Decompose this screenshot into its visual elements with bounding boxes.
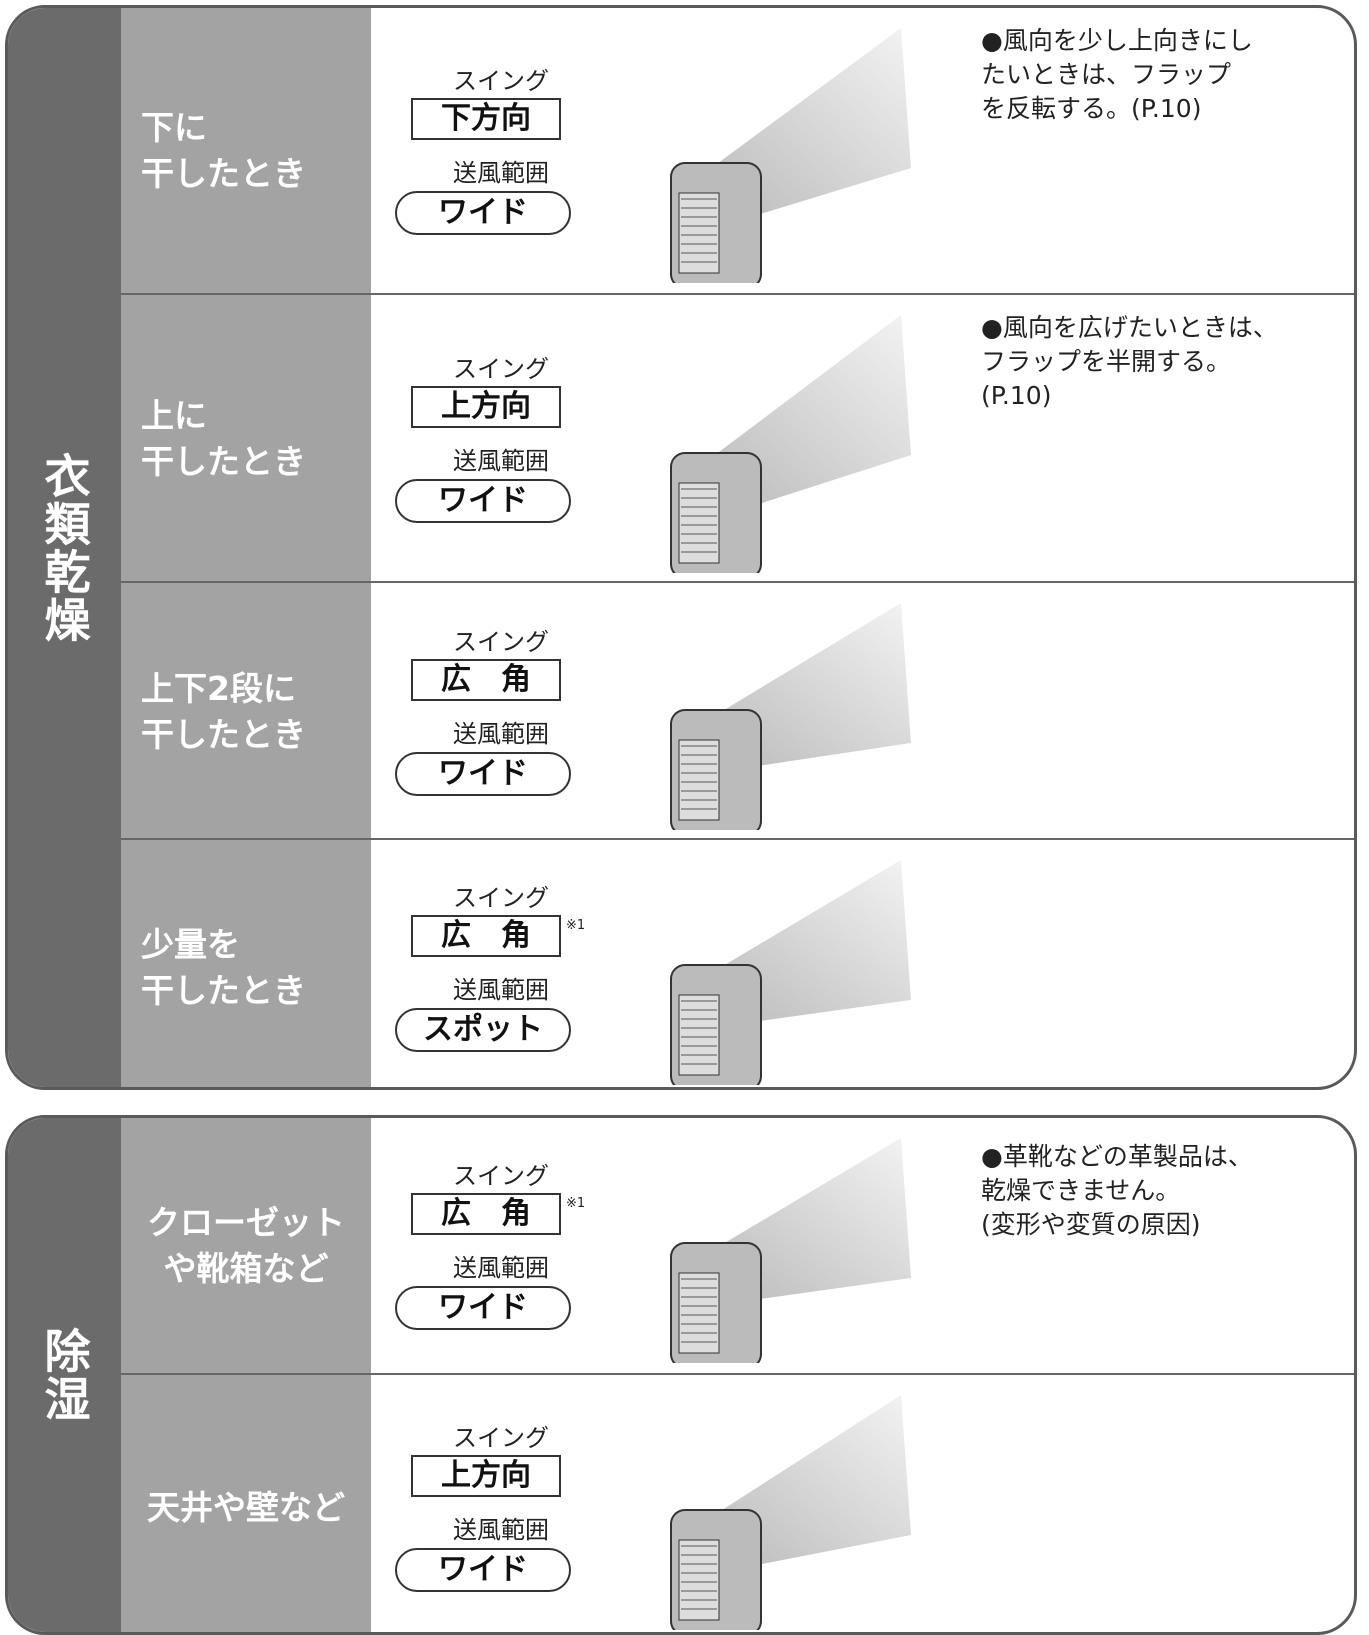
illustration	[670, 1395, 911, 1630]
swing-label: スイング	[453, 883, 549, 912]
note: ●革靴などの革製品は、 乾燥できません。 (変形や変質の原因)	[981, 1140, 1253, 1242]
note: ●風向を広げたいときは、 フラップを半開する。 (P.10)	[981, 311, 1278, 413]
row-label-line: クローゼット	[147, 1202, 345, 1242]
range-value: ワイド	[395, 1547, 571, 1592]
illustration	[670, 603, 911, 830]
note-line: フラップを半開する。	[981, 347, 1232, 376]
swing-value: 広 角	[411, 914, 561, 957]
swing-label: スイング	[453, 355, 549, 383]
row-label-line: 上下2段に	[141, 668, 296, 708]
row-label-line: や靴箱など	[163, 1248, 329, 1288]
row-label-line: 下に	[141, 107, 207, 147]
section-title: 除湿	[37, 1327, 92, 1423]
row: クローゼット や靴箱など スイング広 角 ※1 送風範囲ワイド ●革靴などの革製品は、乾…	[121, 1118, 1354, 1373]
swing-value: 下方向	[411, 97, 561, 140]
row: 少量を干したとき スイング広 角 ※1 送風範囲スポット	[121, 838, 1354, 1087]
footnote: ※1	[566, 1195, 586, 1211]
side-column	[8, 8, 121, 1087]
illustration	[670, 315, 911, 573]
note-line: ●風向を少し上向きにし	[981, 26, 1253, 55]
range-value: ワイド	[395, 751, 571, 796]
row: 天井や壁など スイング 上方向送風範囲ワイド	[121, 1373, 1354, 1632]
row-label-line: 上に	[141, 396, 207, 435]
row: 上下2段に干したとき スイング広 角送風範囲ワイド	[121, 581, 1354, 840]
row-label: 少量を 干したとき	[141, 922, 356, 1014]
note-line: (P.10)	[981, 381, 1052, 410]
row-label-line: 干したとき	[141, 970, 306, 1010]
swing-label: スイング	[453, 1161, 549, 1190]
range-value: ワイド	[395, 1285, 571, 1330]
swing-label: スイング	[453, 627, 549, 656]
label-column	[121, 1118, 371, 1632]
row-label: 上下2段に干したとき	[141, 666, 356, 758]
note-line: 乾燥できません。	[981, 1176, 1181, 1205]
illustration	[670, 28, 911, 283]
row-label-line: 干したとき	[141, 442, 306, 481]
range-label: 送風範囲	[453, 447, 549, 475]
row: 下に干したとき スイング 下方向送風範囲ワイド ●風向を少し上向きにし たいときは、フ…	[121, 8, 1354, 293]
range-value: スポット	[395, 1007, 571, 1052]
row-label: 上に 干したとき	[141, 393, 356, 485]
row-label-line: 干したとき	[141, 153, 306, 193]
illustration	[670, 1138, 911, 1363]
note: ●風向を少し上向きにし たいときは、フラップ を反転する。(P.10)	[981, 24, 1253, 126]
panel: 衣類乾燥 下に 干したとき スイング 下方向 送風範囲 ワイド ●風向を少し上向きにし たいと…	[5, 5, 1357, 1090]
note-line: たいときは、フラップ	[981, 60, 1232, 89]
row-label-line: 天井や壁など	[147, 1487, 345, 1527]
swing-label: スイング	[453, 66, 549, 95]
row-label-line: 干したとき	[141, 714, 306, 754]
range-value: ワイド	[395, 479, 571, 523]
range-value: ワイド	[395, 190, 571, 235]
note-line: ●革靴などの革製品は、	[981, 1142, 1253, 1171]
range-label: 送風範囲	[453, 975, 549, 1004]
range-label: 送風範囲	[453, 719, 549, 748]
swing-label: スイング	[453, 1423, 549, 1452]
range-label: 送風範囲	[453, 1515, 549, 1544]
swing-value: 広 角	[411, 658, 561, 701]
note-line: を反転する。(P.10)	[981, 94, 1202, 123]
row-label: クローゼット や靴箱など	[126, 1200, 366, 1292]
panel: 除湿 クローゼット や靴箱など スイング広 角 ※1 送風範囲 ワイド ●革靴などの革製品は…	[5, 1115, 1357, 1635]
side-column	[8, 1118, 121, 1632]
swing-value: 上方向	[411, 386, 561, 428]
range-label: 送風範囲	[453, 158, 549, 187]
section-title: 衣類乾燥	[37, 451, 92, 644]
footnote: ※1	[566, 917, 586, 933]
swing-value: 上方向	[411, 1454, 561, 1497]
note-line: ●風向を広げたいときは、	[981, 313, 1278, 342]
label-column	[121, 8, 371, 1087]
range-label: 送風範囲	[453, 1253, 549, 1282]
row-label: 天井や壁など	[126, 1485, 366, 1531]
row-label: 下に 干したとき	[141, 105, 356, 197]
illustration	[670, 860, 911, 1085]
swing-value: 広 角	[411, 1192, 561, 1235]
row-label-line: 少量を	[141, 924, 240, 964]
note-line: (変形や変質の原因)	[981, 1210, 1201, 1239]
row: 上に干したとき スイング上方向送風範囲ワイド ●風向を広げたいときは、 フラップを半…	[121, 293, 1354, 583]
